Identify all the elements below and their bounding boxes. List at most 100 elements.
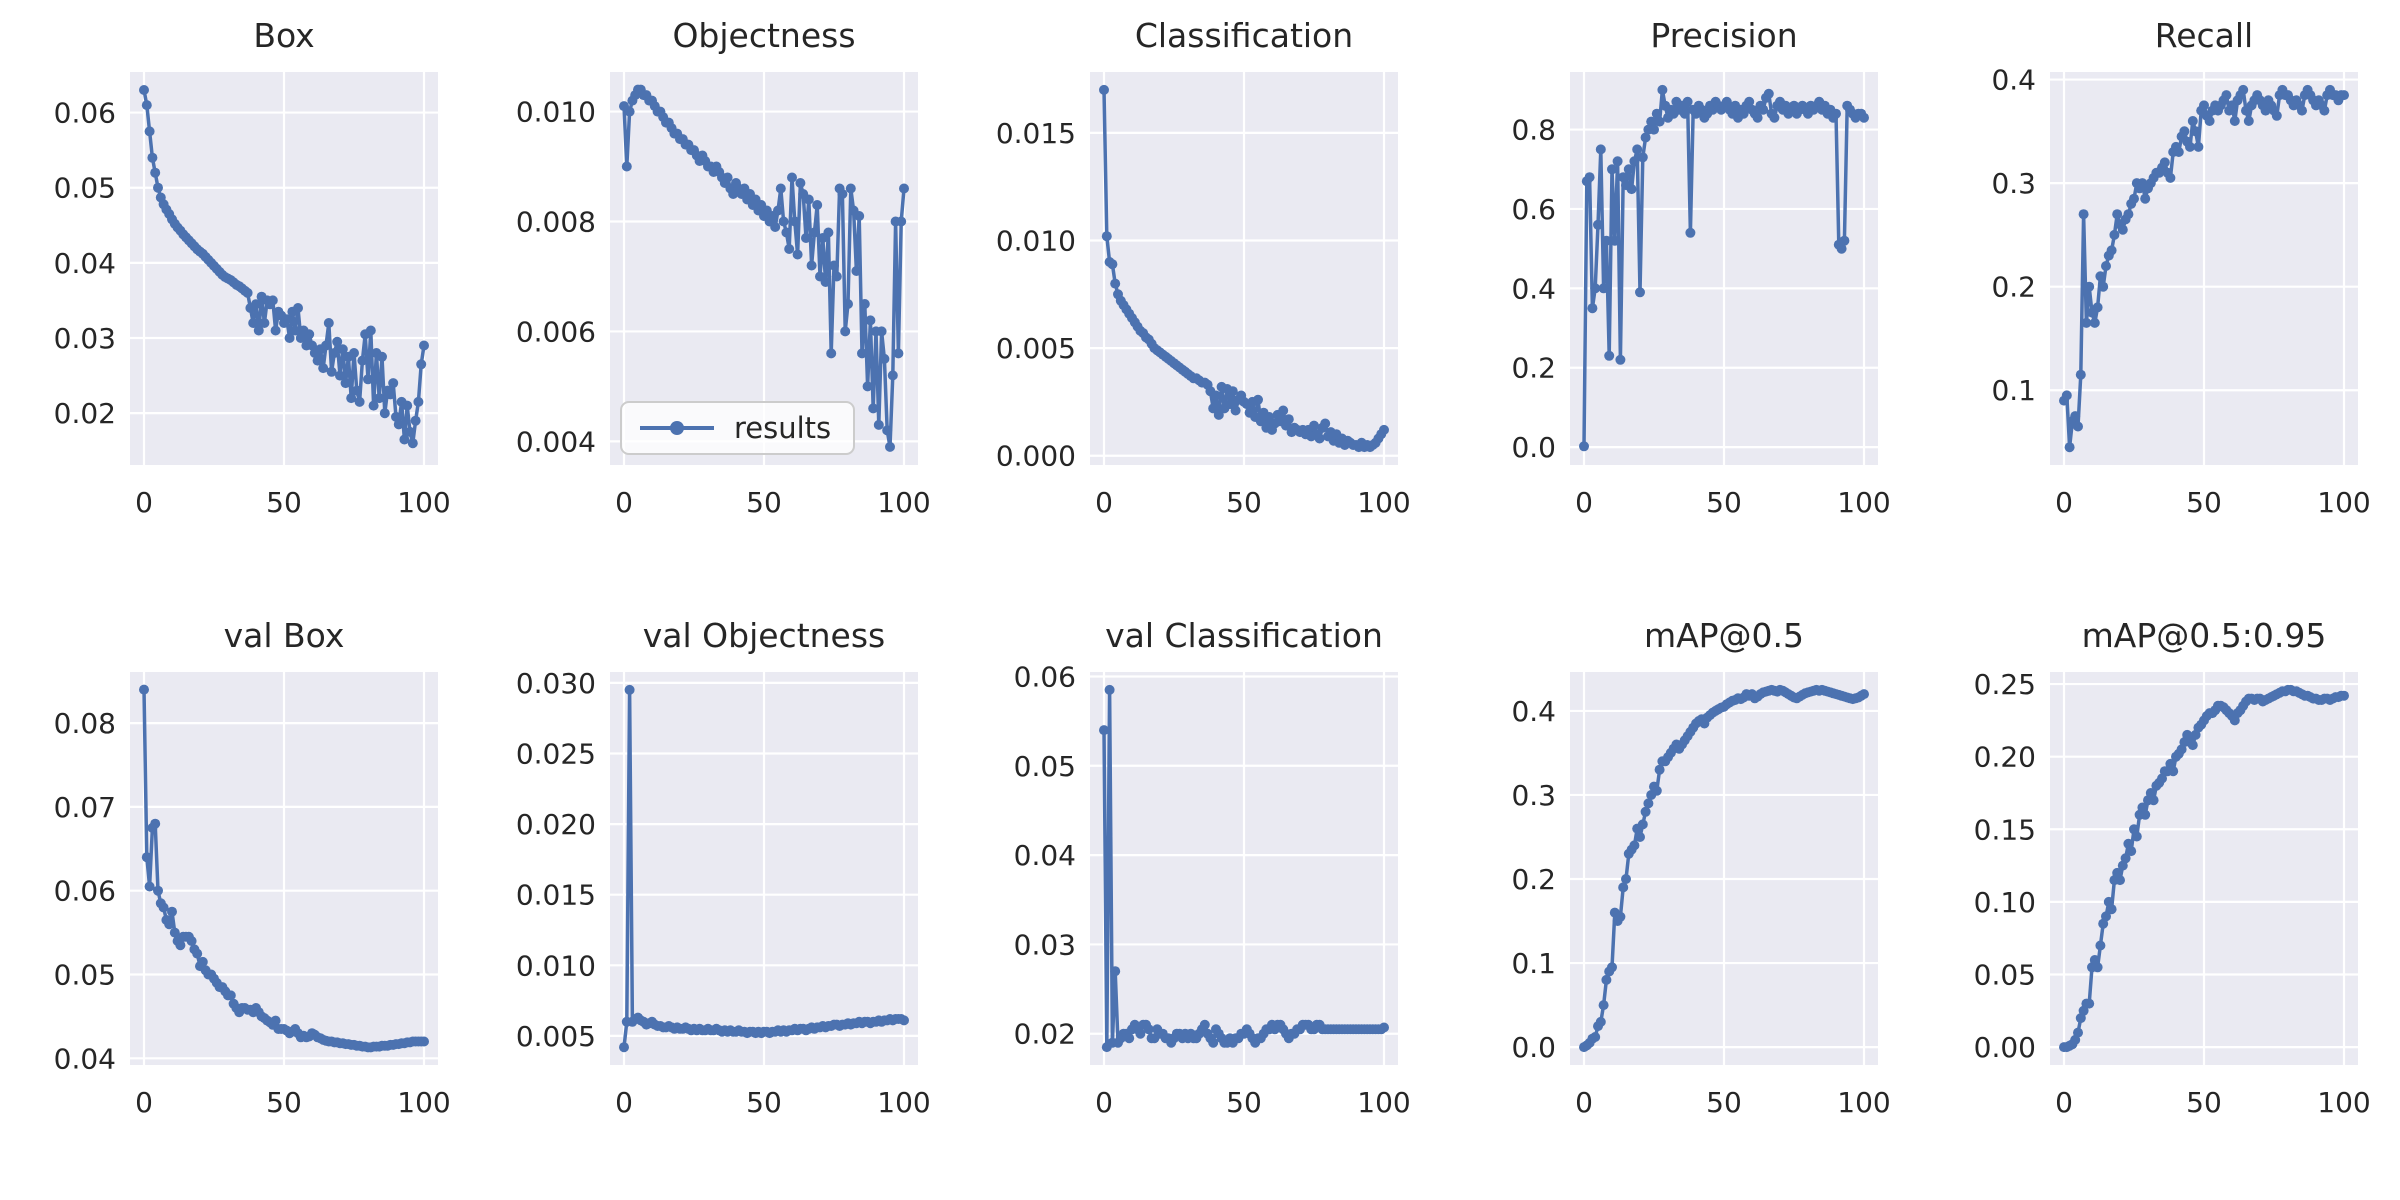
y-tick-label: 0.030 xyxy=(516,667,596,700)
x-tick-label: 50 xyxy=(266,486,302,519)
y-tick-label: 0.20 xyxy=(1974,741,2036,774)
y-tick-label: 0.1 xyxy=(1991,374,2036,407)
y-tick-label: 0.010 xyxy=(996,225,1076,258)
y-tick-label: 0.6 xyxy=(1511,193,1556,226)
subplot-val-box: 0 50 100 0.04 0.05 0.06 0.07 0.08 val Box xyxy=(0,600,480,1200)
y-tick-label: 0.005 xyxy=(516,1020,596,1053)
y-tick-label: 0.2 xyxy=(1511,863,1556,896)
legend-label: results xyxy=(734,411,832,445)
y-tick-label: 0.025 xyxy=(516,737,596,770)
subplot-map50-95: 0 50 100 0.00 0.05 0.10 0.15 0.20 0.25 mAP@0.5:0… xyxy=(1920,600,2400,1200)
x-tick-label: 100 xyxy=(1837,1086,1890,1119)
subplot-title-precision: Precision xyxy=(1650,16,1798,55)
subplot-title-val-box: val Box xyxy=(223,616,345,655)
y-tick-label: 0.0 xyxy=(1511,431,1556,464)
y-tick-label: 0.020 xyxy=(516,808,596,841)
val-classification-loss-chart: 0 50 100 0.02 0.03 0.04 0.05 0.06 xyxy=(1014,660,1411,1119)
y-tick-label: 0.04 xyxy=(54,247,116,280)
subplot-box: 0 50 100 0.02 0.03 0.04 0.05 0.06 Box xyxy=(0,0,480,600)
y-tick-label: 0.05 xyxy=(1974,959,2036,992)
y-tick-label: 0.005 xyxy=(996,332,1076,365)
x-tick-label: 50 xyxy=(746,486,782,519)
val-objectness-loss-chart: 0 50 100 0.005 0.010 0.015 0.020 0.025 0.030 xyxy=(516,667,931,1119)
subplot-classification: 0 50 100 0.000 0.005 0.010 0.015 Classificatio… xyxy=(960,0,1440,600)
x-tick-label: 0 xyxy=(2055,486,2073,519)
x-tick-label: 50 xyxy=(2186,486,2222,519)
y-tick-label: 0.05 xyxy=(1014,750,1076,783)
x-tick-label: 0 xyxy=(2055,1086,2073,1119)
y-tick-label: 0.000 xyxy=(996,440,1076,473)
subplot-precision: 0 50 100 0.0 0.2 0.4 0.6 0.8 Precision xyxy=(1440,0,1920,600)
x-tick-label: 100 xyxy=(397,1086,450,1119)
y-tick-label: 0.05 xyxy=(54,959,116,992)
series-markers xyxy=(619,684,909,1053)
y-tick-label: 0.015 xyxy=(996,117,1076,150)
y-tick-label: 0.04 xyxy=(1014,839,1076,872)
x-tick-label: 100 xyxy=(397,486,450,519)
series-markers xyxy=(1099,84,1389,453)
y-tick-label: 0.1 xyxy=(1511,947,1556,980)
y-tick-label: 0.03 xyxy=(1014,928,1076,961)
y-tick-label: 0.008 xyxy=(516,206,596,239)
subplot-title-val-classification: val Classification xyxy=(1105,616,1383,655)
map50-chart: 0 50 100 0.0 0.1 0.2 0.3 0.4 xyxy=(1511,672,1891,1119)
recall-chart: 0 50 100 0.1 0.2 0.3 0.4 xyxy=(1991,64,2370,519)
subplot-title-map50: mAP@0.5 xyxy=(1643,616,1805,655)
x-tick-label: 100 xyxy=(877,1086,930,1119)
series-markers xyxy=(1579,84,1869,452)
y-tick-label: 0.004 xyxy=(516,425,596,458)
y-tick-label: 0.2 xyxy=(1511,352,1556,385)
x-tick-label: 50 xyxy=(746,1086,782,1119)
y-tick-label: 0.03 xyxy=(54,322,116,355)
subplot-recall: 0 50 100 0.1 0.2 0.3 0.4 Recall xyxy=(1920,0,2400,600)
x-tick-label: 0 xyxy=(1575,486,1593,519)
x-tick-label: 0 xyxy=(615,486,633,519)
val-box-loss-chart: 0 50 100 0.04 0.05 0.06 0.07 0.08 xyxy=(54,672,451,1119)
precision-chart: 0 50 100 0.0 0.2 0.4 0.6 0.8 xyxy=(1511,72,1891,519)
objectness-loss-chart: 0 50 100 0.004 0.006 0.008 0.010 xyxy=(516,72,931,519)
subplot-title-val-objectness: val Objectness xyxy=(642,616,886,655)
y-tick-label: 0.3 xyxy=(1991,167,2036,200)
y-tick-label: 0.02 xyxy=(1014,1018,1076,1051)
x-tick-label: 0 xyxy=(1095,1086,1113,1119)
y-tick-label: 0.02 xyxy=(54,397,116,430)
x-tick-label: 100 xyxy=(877,486,930,519)
y-tick-label: 0.0 xyxy=(1511,1031,1556,1064)
subplot-val-objectness: 0 50 100 0.005 0.010 0.015 0.020 0.025 0.030 val… xyxy=(480,600,960,1200)
x-tick-label: 0 xyxy=(615,1086,633,1119)
series-markers xyxy=(2059,684,2349,1053)
gridlines: 0 50 100 0.005 0.010 0.015 0.020 0.025 0.030 xyxy=(516,667,931,1119)
series-markers xyxy=(2059,84,2349,453)
y-tick-label: 0.3 xyxy=(1511,779,1556,812)
x-tick-label: 50 xyxy=(2186,1086,2222,1119)
subplot-title-map50-95: mAP@0.5:0.95 xyxy=(2081,616,2327,655)
y-tick-label: 0.08 xyxy=(54,707,116,740)
classification-loss-chart: 0 50 100 0.000 0.005 0.010 0.015 xyxy=(996,72,1411,519)
x-tick-label: 50 xyxy=(1706,486,1742,519)
y-tick-label: 0.00 xyxy=(1974,1031,2036,1064)
x-tick-label: 0 xyxy=(135,1086,153,1119)
series-markers xyxy=(139,684,429,1053)
series-markers xyxy=(1579,684,1869,1053)
gridlines: 0 50 100 0.1 0.2 0.3 0.4 xyxy=(1991,64,2370,519)
y-tick-label: 0.010 xyxy=(516,96,596,129)
x-tick-label: 50 xyxy=(266,1086,302,1119)
y-tick-label: 0.04 xyxy=(54,1042,116,1075)
y-tick-label: 0.15 xyxy=(1974,813,2036,846)
y-tick-label: 0.05 xyxy=(54,172,116,205)
x-tick-label: 100 xyxy=(1357,1086,1410,1119)
subplot-val-classification: 0 50 100 0.02 0.03 0.04 0.05 0.06 val Classific… xyxy=(960,600,1440,1200)
y-tick-label: 0.10 xyxy=(1974,886,2036,919)
legend: results xyxy=(620,401,856,455)
y-tick-label: 0.4 xyxy=(1511,272,1556,305)
gridlines: 0 50 100 0.04 0.05 0.06 0.07 0.08 xyxy=(54,672,451,1119)
y-tick-label: 0.07 xyxy=(54,791,116,824)
x-tick-label: 50 xyxy=(1226,486,1262,519)
series-markers xyxy=(1099,684,1389,1053)
x-tick-label: 0 xyxy=(135,486,153,519)
subplot-title-recall: Recall xyxy=(2154,16,2254,55)
y-tick-label: 0.4 xyxy=(1511,695,1556,728)
x-tick-label: 0 xyxy=(1095,486,1113,519)
x-tick-label: 50 xyxy=(1226,1086,1262,1119)
